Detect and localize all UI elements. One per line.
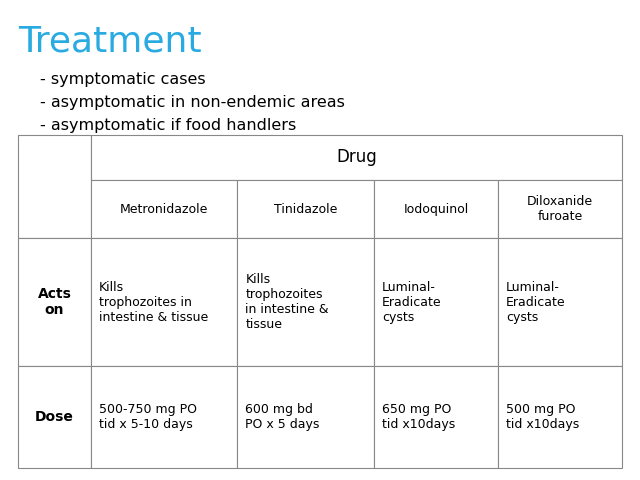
Bar [237,366,374,468]
Text: Diloxanide
furoate: Diloxanide furoate [527,195,593,223]
Text: Drug: Drug [336,148,377,167]
Text: 500 mg PO
tid x10days: 500 mg PO tid x10days [506,403,579,431]
Text: 600 mg bd
PO x 5 days: 600 mg bd PO x 5 days [245,403,320,431]
Bar [498,238,622,366]
Text: Dose: Dose [35,410,74,424]
Bar [498,366,622,468]
Text: - asymptomatic in non-endemic areas: - asymptomatic in non-endemic areas [40,95,345,110]
Text: Iodoquinol: Iodoquinol [403,203,468,216]
Text: Luminal-
Eradicate
cysts: Luminal- Eradicate cysts [506,281,566,324]
Bar [18,135,91,238]
Text: - asymptomatic if food handlers: - asymptomatic if food handlers [40,118,296,133]
Text: 500-750 mg PO
tid x 5-10 days: 500-750 mg PO tid x 5-10 days [99,403,197,431]
Bar [91,180,237,238]
Text: - symptomatic cases: - symptomatic cases [40,72,205,87]
Bar [374,366,498,468]
Bar [18,366,91,468]
Bar [498,180,622,238]
Bar [237,180,374,238]
Text: Metronidazole: Metronidazole [120,203,209,216]
Text: Treatment: Treatment [18,25,202,59]
Text: Luminal-
Eradicate
cysts: Luminal- Eradicate cysts [382,281,442,324]
Bar [91,366,237,468]
Bar [91,238,237,366]
Text: Acts
on: Acts on [38,287,72,317]
Bar [91,135,622,180]
Text: Kills
trophozoites
in intestine &
tissue: Kills trophozoites in intestine & tissue [245,273,329,331]
Bar [374,238,498,366]
Text: 650 mg PO
tid x10days: 650 mg PO tid x10days [382,403,455,431]
Bar [237,238,374,366]
Bar [18,238,91,366]
Text: Kills
trophozoites in
intestine & tissue: Kills trophozoites in intestine & tissue [99,281,209,324]
Bar [374,180,498,238]
Text: Tinidazole: Tinidazole [274,203,337,216]
